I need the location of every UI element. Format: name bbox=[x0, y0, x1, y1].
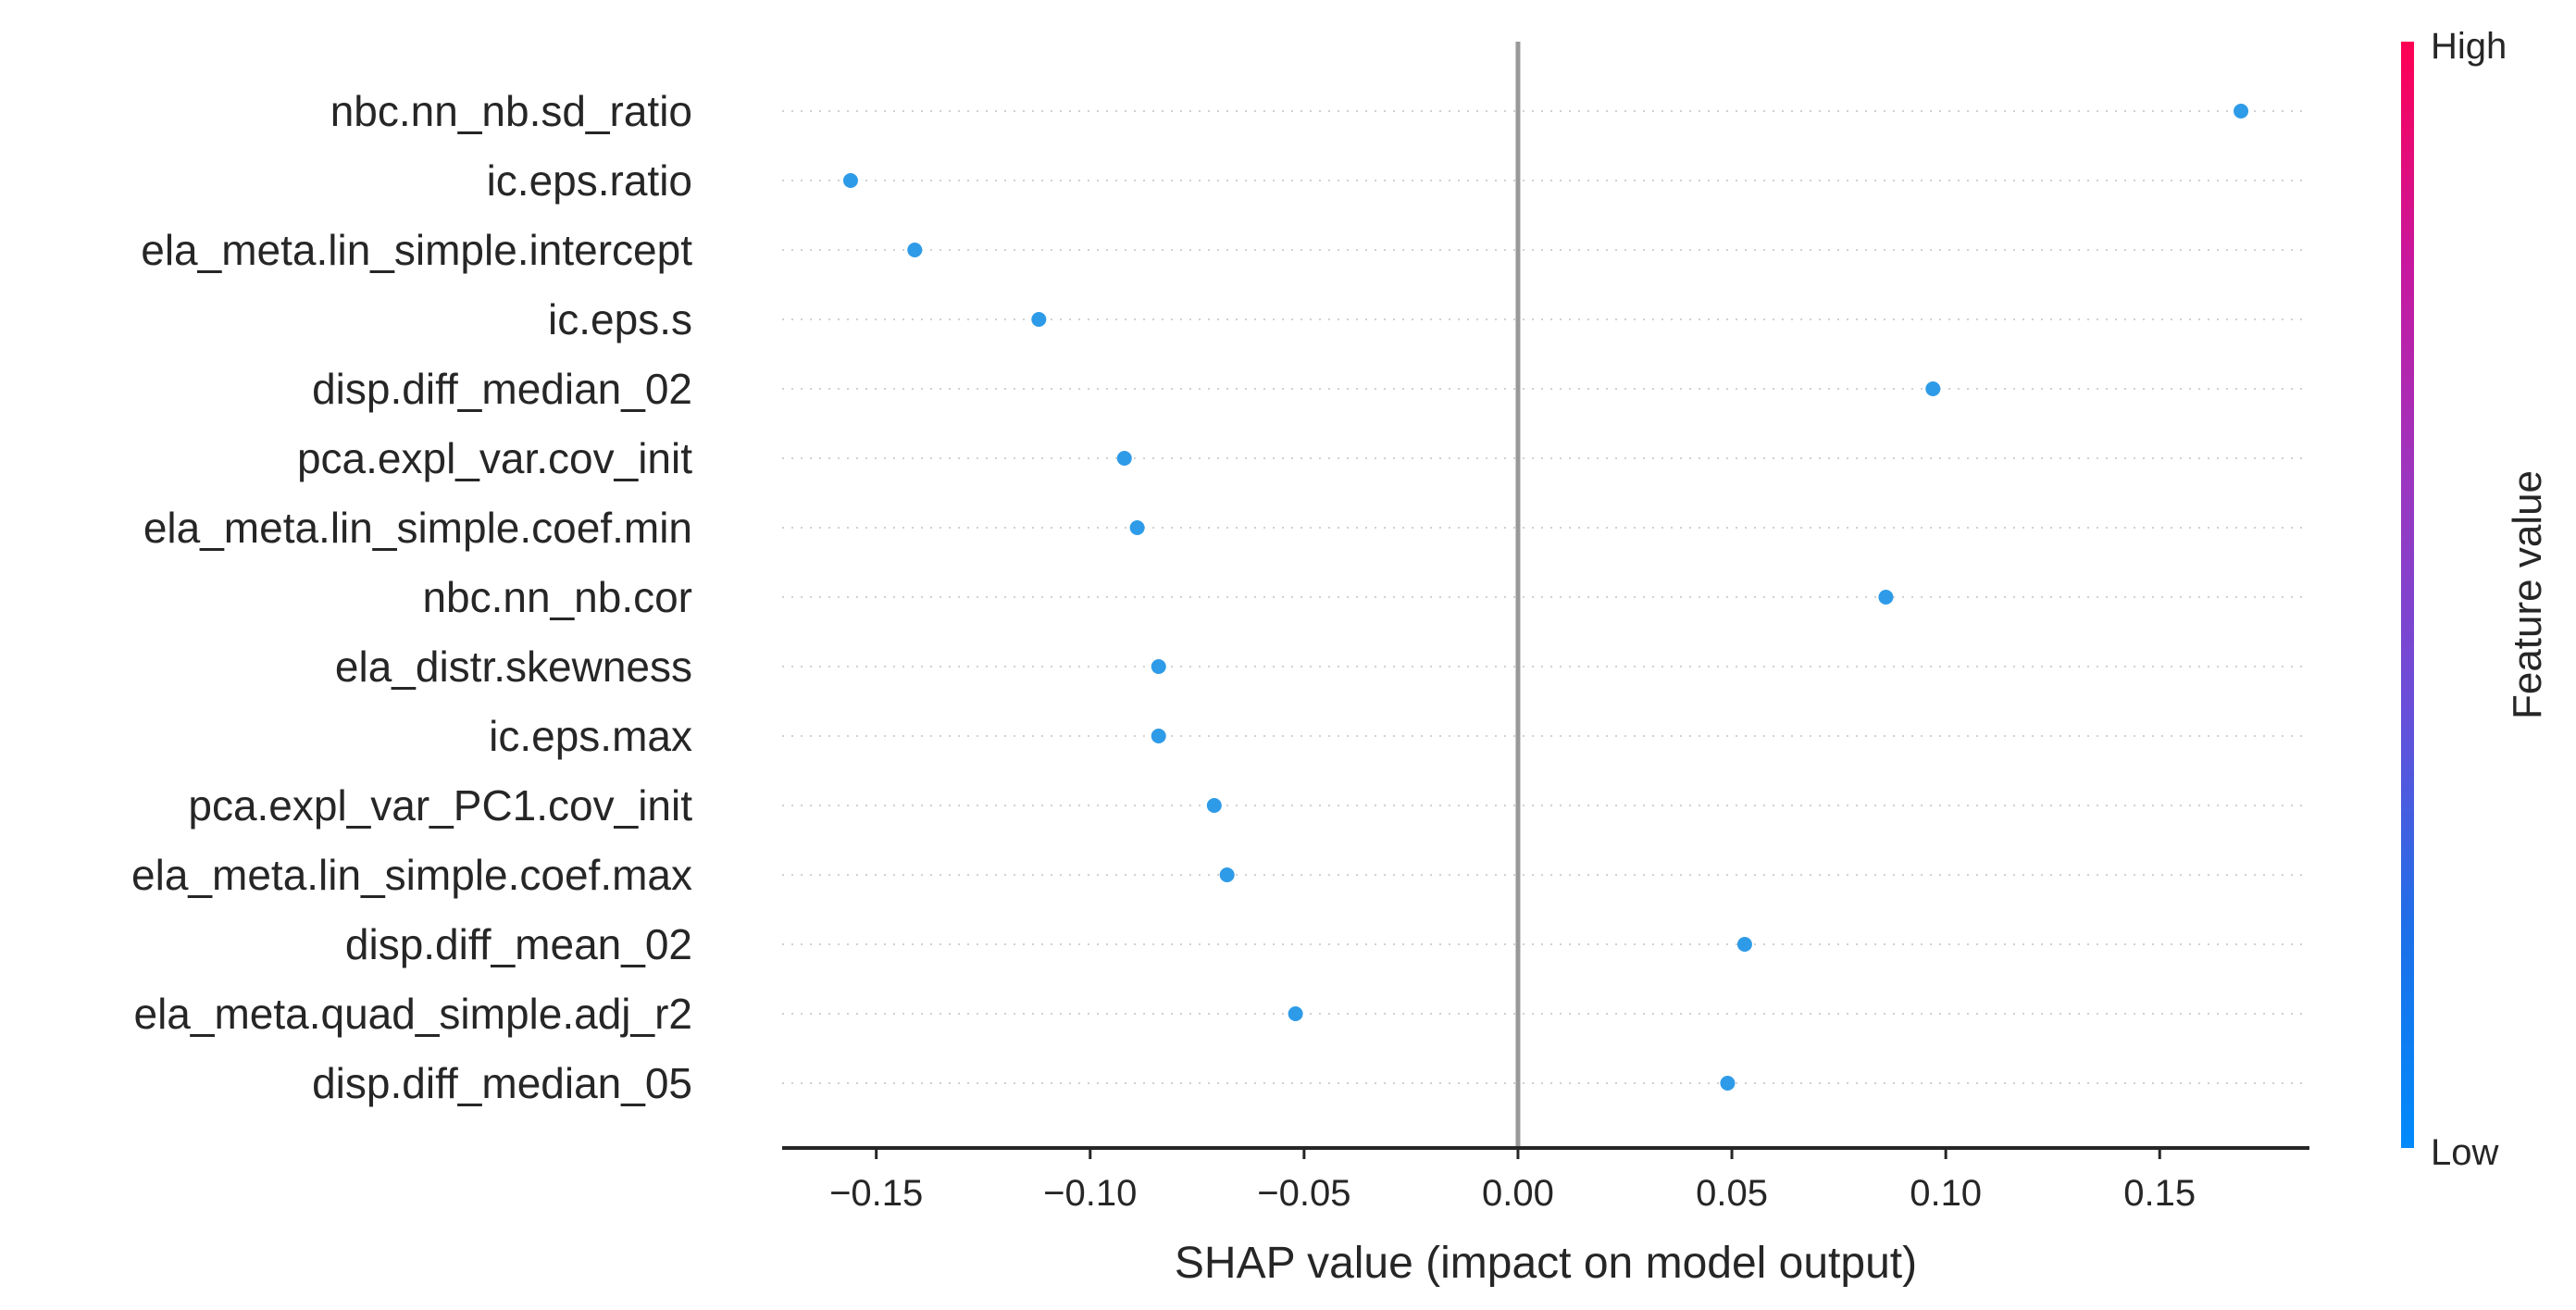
feature-label: disp.diff_mean_02 bbox=[345, 920, 692, 968]
feature-label: pca.expl_var.cov_init bbox=[297, 434, 692, 482]
x-tick-label: 0.05 bbox=[1696, 1173, 1768, 1214]
shap-point bbox=[1878, 590, 1894, 605]
shap-point bbox=[1720, 1076, 1736, 1091]
shap-point bbox=[1151, 729, 1166, 743]
feature-label: ic.eps.max bbox=[489, 712, 692, 760]
feature-label: ela_meta.quad_simple.adj_r2 bbox=[133, 990, 692, 1038]
colorbar-high-label: High bbox=[2431, 26, 2507, 67]
feature-label: ela_meta.lin_simple.coef.max bbox=[131, 851, 692, 899]
shap-points bbox=[842, 104, 2249, 1091]
shap-point bbox=[1206, 798, 1222, 813]
shap-point bbox=[1288, 1006, 1303, 1021]
feature-label: pca.expl_var_PC1.cov_init bbox=[188, 781, 692, 830]
x-tick-label: −0.10 bbox=[1043, 1173, 1137, 1214]
x-tick-label: 0.00 bbox=[1482, 1173, 1554, 1214]
feature-label: ela_meta.lin_simple.coef.min bbox=[143, 504, 692, 552]
feature-label: ela_meta.lin_simple.intercept bbox=[141, 226, 692, 274]
shap-point bbox=[1031, 312, 1047, 327]
feature-label: disp.diff_median_05 bbox=[312, 1059, 692, 1107]
x-tick-label: −0.15 bbox=[829, 1173, 923, 1214]
shap-point bbox=[842, 173, 858, 188]
feature-rows: nbc.nn_nb.sd_ratio ic.eps.ratio ela_meta.l… bbox=[131, 87, 2309, 1107]
x-axis: −0.15 −0.10 −0.05 0.00 0.05 0.10 0.15 bbox=[782, 1146, 2309, 1214]
feature-label: nbc.nn_nb.sd_ratio bbox=[330, 87, 692, 135]
shap-point bbox=[1129, 520, 1145, 535]
shap-point bbox=[907, 243, 923, 257]
colorbar-title: Feature value bbox=[2505, 470, 2550, 719]
colorbar: High Low Feature value bbox=[2401, 26, 2550, 1173]
shap-point bbox=[1151, 659, 1166, 674]
shap-point bbox=[1116, 451, 1132, 466]
x-tick-label: −0.05 bbox=[1257, 1173, 1350, 1214]
colorbar-low-label: Low bbox=[2431, 1132, 2498, 1173]
feature-label: ela_distr.skewness bbox=[335, 643, 692, 691]
feature-label: disp.diff_median_02 bbox=[312, 365, 692, 413]
shap-point bbox=[1219, 867, 1235, 882]
colorbar-gradient bbox=[2401, 42, 2414, 1148]
x-tick-label: 0.10 bbox=[1910, 1173, 1982, 1214]
shap-point bbox=[1925, 381, 1941, 396]
feature-label: nbc.nn_nb.cor bbox=[422, 573, 692, 621]
shap-point bbox=[2234, 104, 2249, 119]
feature-label: ic.eps.ratio bbox=[487, 156, 692, 205]
shap-point bbox=[1736, 937, 1752, 952]
feature-label: ic.eps.s bbox=[548, 295, 692, 343]
x-axis-title: SHAP value (impact on model output) bbox=[1175, 1239, 1917, 1288]
x-tick-label: 0.15 bbox=[2123, 1173, 2196, 1214]
